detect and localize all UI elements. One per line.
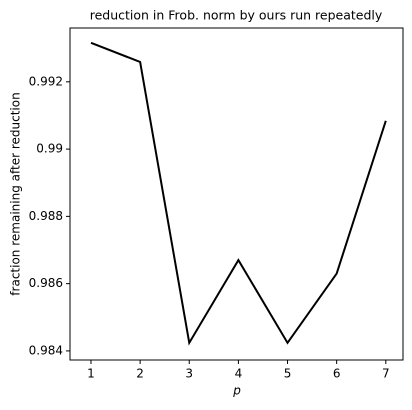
- x-tick-label: 5: [284, 367, 292, 381]
- x-tick-label: 2: [136, 367, 144, 381]
- x-axis-label: p: [232, 384, 241, 398]
- y-tick-label: 0.988: [29, 209, 63, 223]
- y-tick-label: 0.99: [36, 142, 63, 156]
- x-tick-label: 7: [382, 367, 390, 381]
- y-tick-label: 0.992: [29, 74, 63, 88]
- x-tick-label: 6: [333, 367, 341, 381]
- y-axis-label: fraction remaining after reduction: [9, 92, 23, 295]
- x-tick-label: 3: [185, 367, 193, 381]
- plot-frame: [69, 27, 404, 361]
- y-tick-label: 0.984: [29, 343, 63, 357]
- x-tick-label: 4: [235, 367, 243, 381]
- x-tick-label: 1: [87, 367, 95, 381]
- chart-title: reduction in Frob. norm by ours run repe…: [90, 8, 383, 23]
- line-series: [90, 41, 387, 346]
- y-tick-label: 0.986: [29, 276, 63, 290]
